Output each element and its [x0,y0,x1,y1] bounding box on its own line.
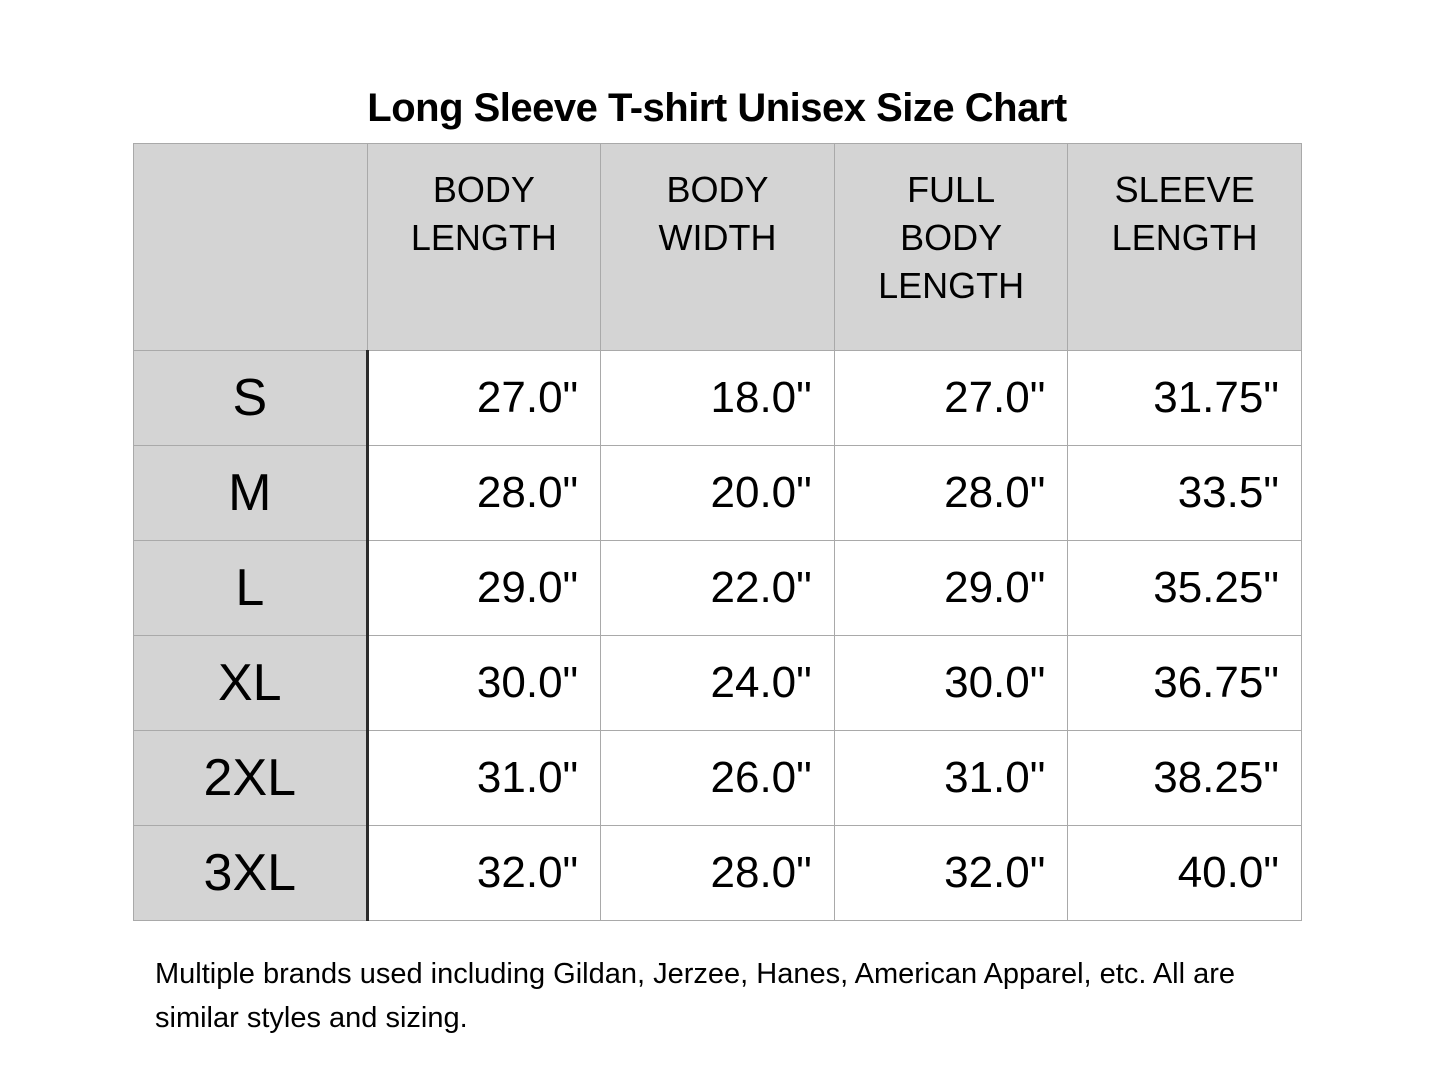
brands-note: Multiple brands used including Gildan, J… [155,958,1236,1034]
header-row: BODY LENGTH BODY WIDTH FULL BODY LENGTH … [133,143,1302,351]
column-header-body-width: BODY WIDTH [600,143,835,351]
column-header-body-length: BODY LENGTH [366,143,602,351]
body-width-value: 28.0" [600,825,835,921]
table-row-2xl: 2XL 31.0" 26.0" 31.0" 38.25" [133,730,1302,826]
body-length-value: 32.0" [366,825,602,921]
body-width-value: 22.0" [600,540,835,636]
body-length-value: 30.0" [366,635,602,731]
body-width-value: 26.0" [600,730,835,826]
column-header-sleeve-length: SLEEVE LENGTH [1067,143,1302,351]
body-length-value: 29.0" [366,540,602,636]
full-body-length-value: 27.0" [833,350,1069,446]
full-body-length-value: 32.0" [833,825,1069,921]
column-header-full-body-length: FULL BODY LENGTH [833,143,1069,351]
table-row-xl: XL 30.0" 24.0" 30.0" 36.75" [133,635,1302,731]
size-label: L [133,540,369,636]
body-length-value: 28.0" [366,445,602,541]
sleeve-length-value: 40.0" [1067,825,1302,921]
full-body-length-value: 31.0" [833,730,1069,826]
body-width-value: 24.0" [600,635,835,731]
table-row-l: L 29.0" 22.0" 29.0" 35.25" [133,540,1302,636]
body-length-value: 27.0" [366,350,602,446]
full-body-length-value: 30.0" [833,635,1069,731]
sleeve-length-value: 33.5" [1067,445,1302,541]
body-length-value: 31.0" [366,730,602,826]
table-row-m: M 28.0" 20.0" 28.0" 33.5" [133,445,1302,541]
table-row-3xl: 3XL 32.0" 28.0" 32.0" 40.0" [133,825,1302,921]
sleeve-length-value: 35.25" [1067,540,1302,636]
full-body-length-value: 28.0" [833,445,1069,541]
size-label: S [133,350,369,446]
table-row-s: S 27.0" 18.0" 27.0" 31.75" [133,350,1302,446]
sleeve-length-value: 38.25" [1067,730,1302,826]
size-label: XL [133,635,369,731]
body-width-value: 20.0" [600,445,835,541]
chart-title: Long Sleeve T-shirt Unisex Size Chart [367,86,1067,130]
body-width-value: 18.0" [600,350,835,446]
sleeve-length-value: 31.75" [1067,350,1302,446]
size-label: 3XL [133,825,369,921]
sleeve-length-value: 36.75" [1067,635,1302,731]
size-label: M [133,445,369,541]
size-label: 2XL [133,730,369,826]
size-chart-table: BODY LENGTH BODY WIDTH FULL BODY LENGTH … [133,143,1302,921]
corner-cell [133,143,368,351]
full-body-length-value: 29.0" [833,540,1069,636]
